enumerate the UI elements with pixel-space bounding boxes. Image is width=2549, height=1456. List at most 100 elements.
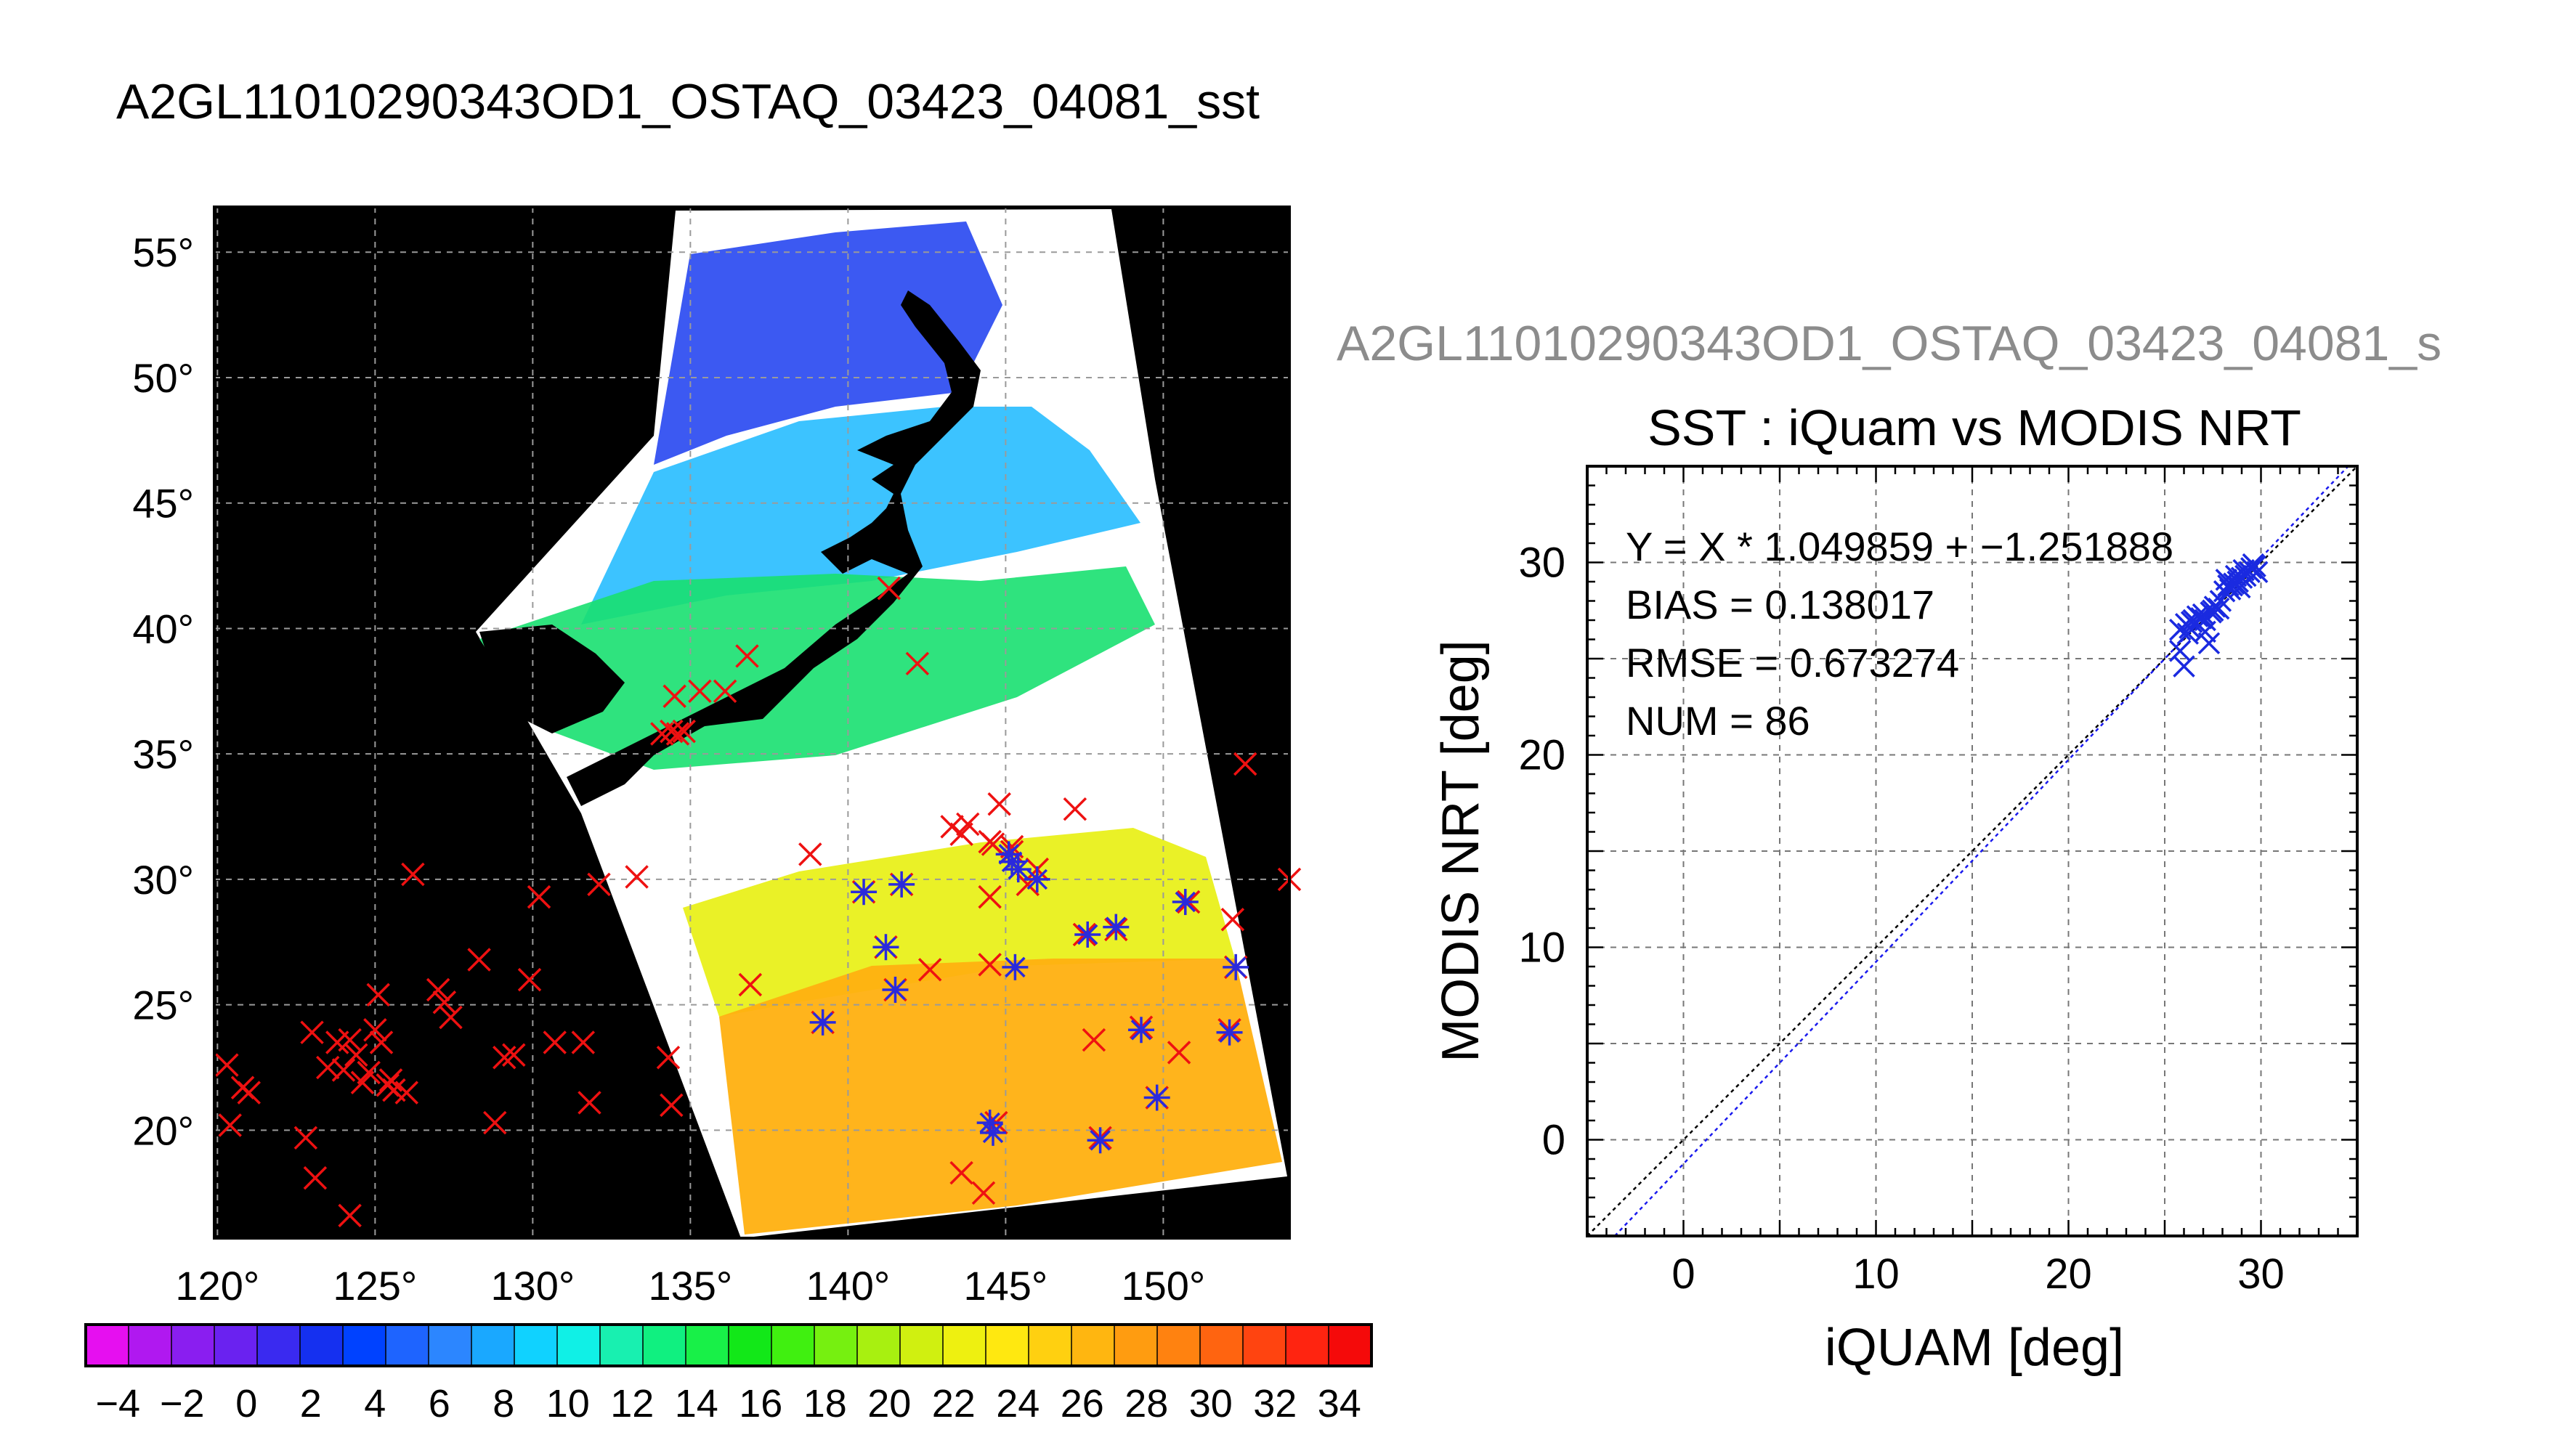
map-blue-marker-d2 [1026,869,1048,890]
colorbar-tick-label: 10 [546,1382,590,1426]
map-red-marker [625,865,649,889]
map-red-marker [237,1081,261,1105]
map-red-marker-stroke-b [971,1181,996,1205]
map-red-marker-stroke-b [656,1046,681,1070]
colorbar-tick-label: 24 [996,1382,1040,1426]
map-red-marker-stroke-b [432,990,457,1014]
colorbar-frame [84,1323,1373,1367]
map-red-marker-stroke-b [366,983,390,1007]
map-red-marker-stroke-b [978,884,1002,909]
map-lon-label: 130° [490,1263,575,1309]
map-red-marker [987,792,1011,816]
colorbar-swatches [86,1325,1372,1366]
map-lat-label: 25° [132,983,194,1028]
map-grid [214,207,1289,1238]
korea-coast [479,625,625,733]
map-frame [213,206,1291,1240]
scatter-point-stroke-b [2245,561,2269,583]
map-red-marker-stroke-b [735,644,759,668]
scatter-frame [1586,465,2359,1237]
map-blue-marker [1074,921,1101,948]
scatter-point-stroke-b [2180,611,2203,633]
scatter-point [2202,599,2224,622]
map-blue-marker [976,1110,1003,1136]
colorbar-swatch [514,1325,558,1366]
map-red-marker-stroke-b [660,1093,684,1118]
map-blue-marker [1087,1127,1114,1154]
map-red-marker [978,829,1002,854]
scatter-x-tick-label: 30 [2237,1250,2285,1298]
map-lon-label: 145° [963,1263,1047,1309]
colorbar-swatch [857,1325,901,1366]
map-red-marker-stroke-b [917,958,942,982]
map-red-marker [293,1126,318,1150]
map-lon-tick-labels: 120° 125° 130° 135° 140° 145° 150° [175,1263,1205,1309]
map-red-marker [798,842,822,866]
map-red-marker-stroke-b [1082,1028,1106,1052]
colorbar-swatch [257,1325,301,1366]
map-blue-marker [1216,1019,1243,1046]
scatter-point [2229,576,2251,599]
colorbar-swatch [386,1325,429,1366]
colorbar-tick-label: 32 [1253,1382,1297,1426]
map-blue-marker-d2 [982,1122,1004,1144]
map-red-marker-stroke-b [940,815,964,839]
map-red-marker [660,719,684,744]
scatter-y-tick-label: 30 [1518,540,1565,587]
map-blue-marker [882,976,909,1003]
map-red-marker [543,1030,567,1054]
map-red-marker-stroke-b [1220,907,1245,932]
map-blue-marker-d2 [885,979,906,1001]
colorbar-tick-label: 2 [300,1382,322,1426]
map-red-marker [366,983,390,1007]
map-red-marker-stroke-b [949,822,973,846]
colorbar-tick-label: 0 [235,1382,257,1426]
colorbar-tick-label: −2 [160,1382,205,1426]
scatter-grid [1587,466,2357,1236]
colorbar-tick-label: 18 [803,1382,847,1426]
scatter-point-stroke-b [2176,622,2200,645]
swath-yellow [683,828,1235,1017]
map-red-marker-stroke-b [378,1068,403,1092]
map-lon-label: 120° [175,1263,259,1309]
scatter-point-stroke-b [2197,632,2221,655]
scatter-x-tick-label: 20 [2045,1250,2092,1298]
scatter-num: NUM = 86 [1626,698,1810,744]
colorbar-swatch [686,1325,729,1366]
colorbar-swatch [1157,1325,1201,1366]
map-red-marker-stroke-b [394,1081,418,1105]
map-red-marker [735,644,759,668]
map-red-marker-stroke-b [215,1053,239,1077]
map-red-marker [1233,752,1257,776]
colorbar-swatch [129,1325,172,1366]
map-red-marker-stroke-b [905,651,930,676]
scatter-point [2173,655,2195,678]
map-blue-marker-d2 [1219,1022,1240,1043]
map-red-markers [215,576,1302,1228]
map-red-marker-stroke-b [1167,1041,1191,1065]
map-red-marker [738,972,763,997]
map-lat-label: 40° [132,606,194,651]
map-red-marker [1082,1028,1106,1052]
map-red-marker-stroke-b [303,1166,328,1190]
map-red-marker [978,953,1002,977]
colorbar-tick-label: 8 [493,1382,514,1426]
map-red-marker [672,719,696,744]
colorbar: −4 −2 0 2 4 6 8 10 12 14 16 18 20 22 24 26 28 30 32 34 [84,1323,1373,1426]
colorbar-swatch [943,1325,986,1366]
scatter-point-stroke-b [2202,599,2224,622]
map-red-marker-stroke-b [502,1043,526,1067]
map-red-marker [215,1053,239,1077]
map-red-marker [713,679,737,704]
map-blue-marker [1128,1017,1155,1044]
scatter-equation: Y = X * 1.049859 + −1.251888 [1626,524,2173,569]
map-lat-label: 55° [132,229,194,275]
map-red-marker-stroke-b [987,792,1011,816]
map-red-marker [432,990,457,1014]
map-blue-marker-d2 [979,1112,1000,1134]
scatter-y-axis-label: MODIS NRT [deg] [1432,640,1490,1062]
map-red-marker-stroke-b [713,679,737,704]
map-red-marker-stroke-b [662,684,686,708]
map-red-marker [978,884,1002,909]
map-blue-marker-d2 [1090,1130,1111,1151]
